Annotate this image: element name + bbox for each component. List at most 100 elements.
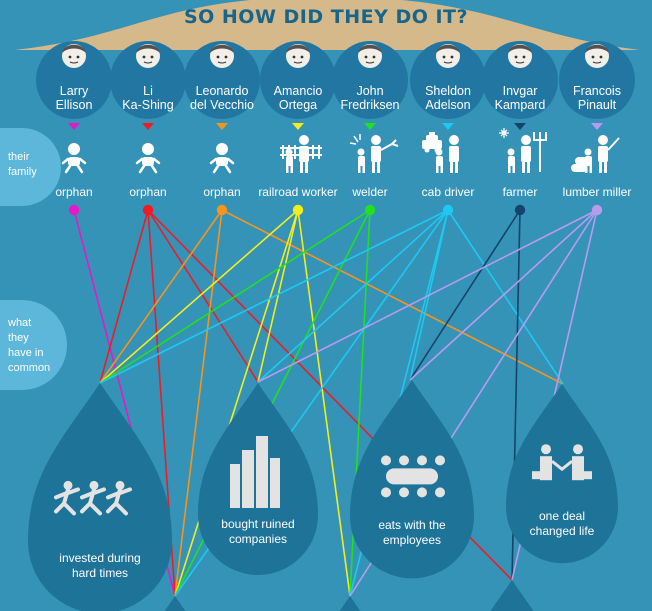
person-dot xyxy=(514,204,526,216)
portrait-avatar xyxy=(358,44,382,68)
dining-table-icon xyxy=(381,455,445,498)
baby-icon xyxy=(135,143,161,174)
welder-icon xyxy=(349,134,399,173)
person-circle xyxy=(410,41,486,119)
common-row-label: what they have in common xyxy=(8,317,51,374)
portrait-avatar xyxy=(286,44,310,68)
person-dot xyxy=(216,204,228,216)
person-name: Larry Ellison xyxy=(55,84,93,112)
connection-line xyxy=(257,209,598,383)
railroad-worker-icon xyxy=(280,135,322,173)
running-people-icon xyxy=(54,480,132,516)
connection-line xyxy=(257,209,299,383)
color-marker xyxy=(514,123,526,130)
person-dot xyxy=(292,204,304,216)
trait-drop-partial xyxy=(490,580,534,611)
connection-line xyxy=(99,209,149,384)
person-group xyxy=(110,41,186,216)
family-label: orphan xyxy=(129,185,167,199)
family-row-label: their family xyxy=(8,151,37,178)
trait-drop-partial xyxy=(339,596,361,611)
page-title: SO HOW DID THEY DO IT? xyxy=(183,6,469,28)
person-name: Francois Pinault xyxy=(573,84,621,112)
color-marker xyxy=(216,123,228,130)
color-marker xyxy=(442,123,454,130)
color-marker xyxy=(364,123,376,130)
person-circle xyxy=(36,41,112,119)
trait-label: invested during hard times xyxy=(59,551,141,581)
person-name: Sheldon Adelson xyxy=(425,84,471,112)
trait-drop-partial xyxy=(164,596,186,611)
lumber-miller-icon xyxy=(571,135,620,173)
person-name: John Fredriksen xyxy=(340,84,400,112)
person-dot xyxy=(591,204,603,216)
family-label: welder xyxy=(352,185,388,199)
connection-line xyxy=(174,209,223,597)
baby-icon xyxy=(209,143,235,174)
portrait-avatar xyxy=(62,44,86,68)
family-label: orphan xyxy=(203,185,241,199)
trait-drop xyxy=(198,383,318,575)
connection-line xyxy=(147,209,259,383)
connection-line xyxy=(174,209,299,597)
color-marker xyxy=(292,123,304,130)
family-label: railroad worker xyxy=(258,185,338,199)
portrait-avatar xyxy=(585,44,609,68)
person-group xyxy=(482,41,558,216)
connection-line xyxy=(99,209,299,384)
portrait-avatar xyxy=(136,44,160,68)
family-label: cab driver xyxy=(421,185,475,199)
person-group xyxy=(332,41,408,216)
person-dot xyxy=(442,204,454,216)
portrait-avatar xyxy=(210,44,234,68)
handshake-icon xyxy=(532,444,592,481)
trait-label: eats with the employees xyxy=(378,518,446,548)
buildings-icon xyxy=(230,436,280,508)
person-name: Leonardo del Vecchio xyxy=(190,84,254,112)
trait-label: one deal changed life xyxy=(529,509,595,539)
family-side-tab xyxy=(0,128,61,206)
person-group xyxy=(184,41,260,216)
connection-line xyxy=(409,209,521,381)
person-circle xyxy=(332,41,408,119)
family-label: orphan xyxy=(55,185,93,199)
title-banner xyxy=(15,0,640,50)
person-circle xyxy=(559,41,635,119)
person-dot xyxy=(68,204,80,216)
connection-line xyxy=(99,209,371,384)
trait-drop xyxy=(28,383,172,611)
connection-line xyxy=(221,209,564,385)
portrait-avatar xyxy=(508,44,532,68)
color-marker xyxy=(68,123,80,130)
connection-line xyxy=(257,209,449,383)
person-group xyxy=(260,41,336,216)
common-side-tab xyxy=(0,300,67,390)
connection-line xyxy=(99,209,449,384)
color-marker xyxy=(142,123,154,130)
person-name: Li Ka-Shing xyxy=(122,84,174,112)
connection-line xyxy=(447,209,564,385)
person-dot xyxy=(142,204,154,216)
person-group xyxy=(559,41,635,216)
person-group xyxy=(36,41,112,216)
person-name: Amancio Ortega xyxy=(273,84,323,112)
trait-drop xyxy=(350,380,474,579)
family-label: farmer xyxy=(502,185,538,199)
person-circle xyxy=(482,41,558,119)
connection-line xyxy=(297,209,351,597)
portrait-avatar xyxy=(436,44,460,68)
cab-driver-icon xyxy=(422,132,459,173)
person-group xyxy=(410,41,486,216)
person-circle xyxy=(184,41,260,119)
person-name: Invgar Kampard xyxy=(494,84,546,112)
baby-icon xyxy=(61,143,87,174)
trait-drop xyxy=(506,384,618,564)
farmer-icon xyxy=(499,128,547,173)
family-label: lumber miller xyxy=(562,185,632,199)
connection-line xyxy=(99,209,223,384)
trait-label: bought ruined companies xyxy=(221,517,295,546)
color-marker xyxy=(591,123,603,130)
person-circle xyxy=(260,41,336,119)
